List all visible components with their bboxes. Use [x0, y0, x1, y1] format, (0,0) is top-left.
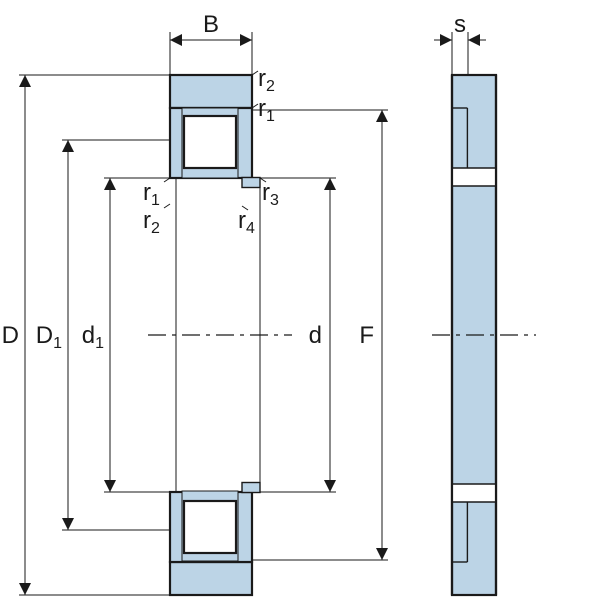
label-r1-top: r1 [258, 95, 275, 125]
label-r2-top: r2 [258, 65, 275, 95]
label-r3: r3 [262, 179, 279, 209]
label-r1-left: r1 [143, 179, 160, 209]
label-B: B [203, 11, 219, 38]
bearing-diagram: BDD1d1dFr2r1r1r2r3r4s [0, 0, 600, 600]
label-r4: r4 [238, 207, 255, 237]
label-D: D [2, 322, 19, 349]
label-d: d [309, 322, 322, 349]
label-D1: D1 [36, 322, 62, 352]
label-r2-left: r2 [143, 207, 160, 237]
label-s: s [454, 11, 466, 38]
label-F: F [359, 322, 374, 349]
label-d1-left: d1 [82, 322, 104, 352]
